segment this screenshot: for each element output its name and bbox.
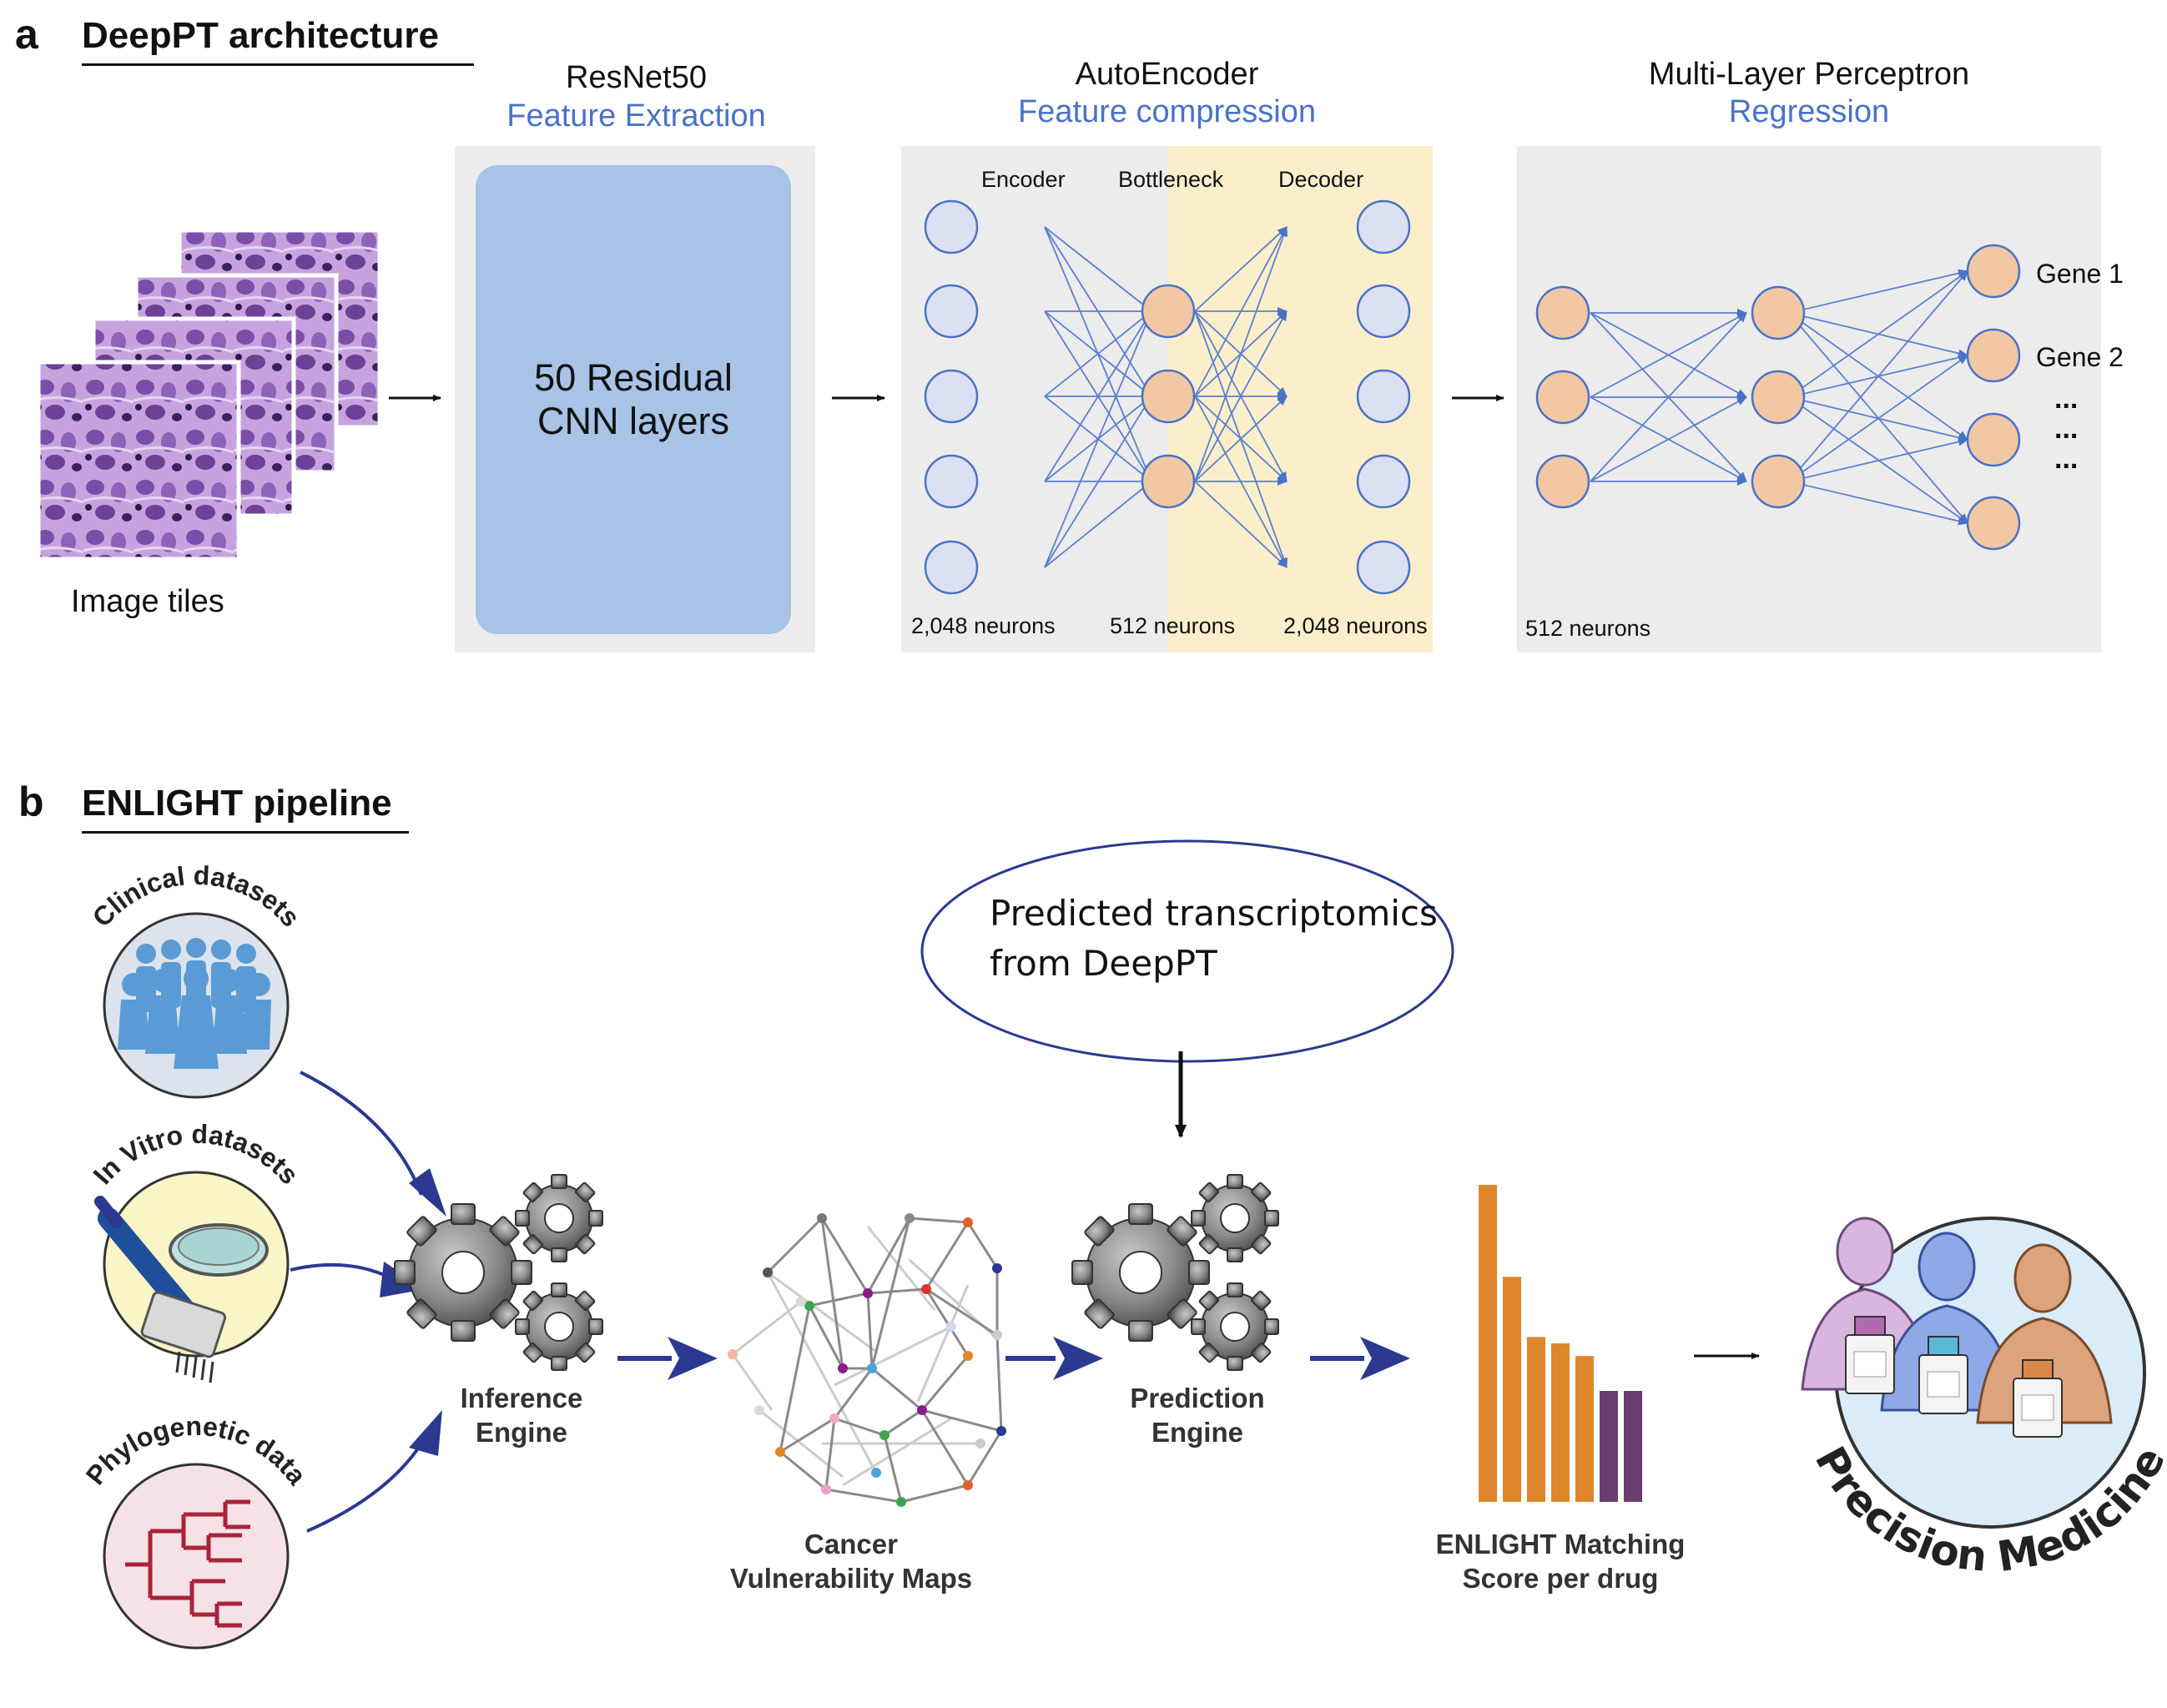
matching-score-label: ENLIGHT Matching Score per drug: [1419, 1527, 1702, 1595]
ellipsis-1: ...: [2054, 383, 2079, 415]
decoder-label: Decoder: [1278, 167, 1364, 192]
panel-b-letter: b: [18, 778, 44, 825]
score-bar-4: [1551, 1343, 1570, 1502]
arrow-invitro-to-inference: [290, 1262, 397, 1282]
gear-icon: [515, 1174, 603, 1262]
predicted-transcriptomics-text: Predicted transcriptomics from DeepPT: [990, 889, 1438, 989]
vulnerability-maps-label: Cancer Vulnerability Maps: [718, 1527, 985, 1595]
panel-a-title: DeepPT architecture: [82, 15, 474, 66]
decoder-neurons-label: 2,048 neurons: [1283, 613, 1428, 638]
drug-vial-icon: [1845, 1316, 1895, 1394]
image-tiles: [36, 228, 382, 562]
mlp-panel: [1517, 146, 2101, 652]
people-crowd-icon: [118, 938, 271, 1069]
drug-vial-icon: [1918, 1336, 1968, 1414]
score-line2: Score per drug: [1462, 1563, 1659, 1594]
source-arrows: [290, 1071, 427, 1533]
score-bar-1: [1479, 1185, 1497, 1502]
in-vitro-datasets-source: In Vitro datasets: [87, 1119, 305, 1383]
mlp-input-nodes: [1535, 285, 1590, 509]
mlp-hidden-nodes: [1751, 285, 1806, 509]
inference-line1: Inference: [460, 1383, 583, 1413]
autoencoder-subtitle: Feature compression: [1018, 94, 1316, 129]
mlp-hidden-connections: [1590, 309, 1747, 486]
inference-engine-label: Inference Engine: [434, 1381, 609, 1449]
prediction-line2: Engine: [1151, 1417, 1243, 1448]
phylogenetic-circle: [103, 1463, 290, 1650]
inference-engine-gears: [394, 1174, 603, 1371]
mlp-network: [1535, 244, 2021, 551]
gear-icon: [1191, 1174, 1279, 1262]
arrow-phylo-to-inference: [306, 1435, 427, 1533]
resnet-title: ResNet50: [566, 60, 707, 95]
panel-a-arrows: [389, 395, 1504, 401]
maps-line2: Vulnerability Maps: [729, 1563, 973, 1594]
score-bar-6: [1600, 1391, 1618, 1502]
precision-medicine: Precision Medicine: [1801, 1217, 2167, 1581]
gene-2-label: Gene 2: [2036, 342, 2124, 372]
predicted-transcriptomics-ellipse: [920, 839, 1454, 1063]
mlp-output-nodes: [1966, 244, 2021, 551]
resnet-box-line1: 50 Residual: [534, 356, 733, 399]
image-tiles-label: Image tiles: [71, 584, 224, 619]
score-bar-7: [1624, 1391, 1642, 1502]
ellipsis-3: ...: [2054, 443, 2079, 475]
petri-dish-icon: [169, 1223, 269, 1277]
decoder-nodes: [1356, 199, 1411, 595]
image-tile-1: [36, 360, 241, 562]
mlp-input-neurons-label: 512 neurons: [1525, 616, 1651, 641]
prediction-line1: Prediction: [1130, 1383, 1265, 1413]
inference-line2: Engine: [475, 1417, 567, 1448]
encoder-nodes: [924, 199, 979, 595]
panel-b-title: ENLIGHT pipeline: [82, 783, 409, 834]
resnet-subtitle: Feature Extraction: [506, 98, 766, 134]
prediction-engine-gears: [1071, 1174, 1279, 1371]
bottleneck-nodes: [1141, 284, 1196, 509]
arrow-clinical-to-inference: [300, 1071, 423, 1196]
phylogenetic-data-source: Phylogenetic data: [80, 1411, 312, 1650]
resnet-box: 50 Residual CNN layers: [476, 165, 791, 634]
mlp-output-connections: [1788, 269, 1968, 526]
gear-icon: [1191, 1282, 1279, 1371]
encoder-label: Encoder: [981, 167, 1066, 192]
score-bar-5: [1575, 1356, 1594, 1502]
score-bar-3: [1527, 1337, 1545, 1502]
bottleneck-neurons-label: 512 neurons: [1110, 613, 1236, 638]
encoder-neurons-label: 2,048 neurons: [911, 613, 1056, 638]
bottleneck-label: Bottleneck: [1118, 167, 1224, 192]
encoder-connections: [1044, 226, 1152, 568]
resnet-box-line2: CNN layers: [537, 400, 730, 442]
arrow-maps-to-prediction: [1005, 1337, 1103, 1380]
panel-a-letter: a: [15, 11, 38, 58]
clinical-datasets-source: Clinical datasets: [87, 860, 306, 1099]
arrow-inference-to-maps: [617, 1337, 718, 1380]
ellipsis-2: ...: [2054, 413, 2079, 445]
drug-vial-icon: [2013, 1359, 2063, 1438]
gene-1-label: Gene 1: [2036, 259, 2124, 289]
arrow-prediction-to-score: [1310, 1337, 1410, 1380]
decoder-connections: [1194, 226, 1288, 568]
gear-icon: [1071, 1203, 1210, 1342]
predicted-line1: Predicted transcriptomics: [990, 893, 1438, 934]
autoencoder-network: [924, 199, 1411, 595]
network-graph-icon: [728, 1213, 1006, 1507]
pipette-icon: [94, 1196, 227, 1383]
maps-line1: Cancer: [804, 1529, 898, 1559]
score-line1: ENLIGHT Matching: [1435, 1529, 1686, 1559]
gear-icon: [515, 1282, 603, 1371]
phylogenetic-tree-icon: [125, 1499, 250, 1628]
mlp-subtitle: Regression: [1728, 94, 1890, 129]
mlp-title: Multi-Layer Perceptron: [1648, 57, 1970, 92]
predicted-line2: from DeepPT: [990, 943, 1217, 984]
matching-score-bars: [1479, 1185, 1642, 1502]
autoencoder-title: AutoEncoder: [1075, 57, 1259, 92]
gene-ellipsis: ... ... ...: [2054, 384, 2078, 474]
score-bar-2: [1503, 1277, 1521, 1502]
gear-icon: [394, 1203, 532, 1342]
prediction-engine-label: Prediction Engine: [1110, 1381, 1285, 1449]
